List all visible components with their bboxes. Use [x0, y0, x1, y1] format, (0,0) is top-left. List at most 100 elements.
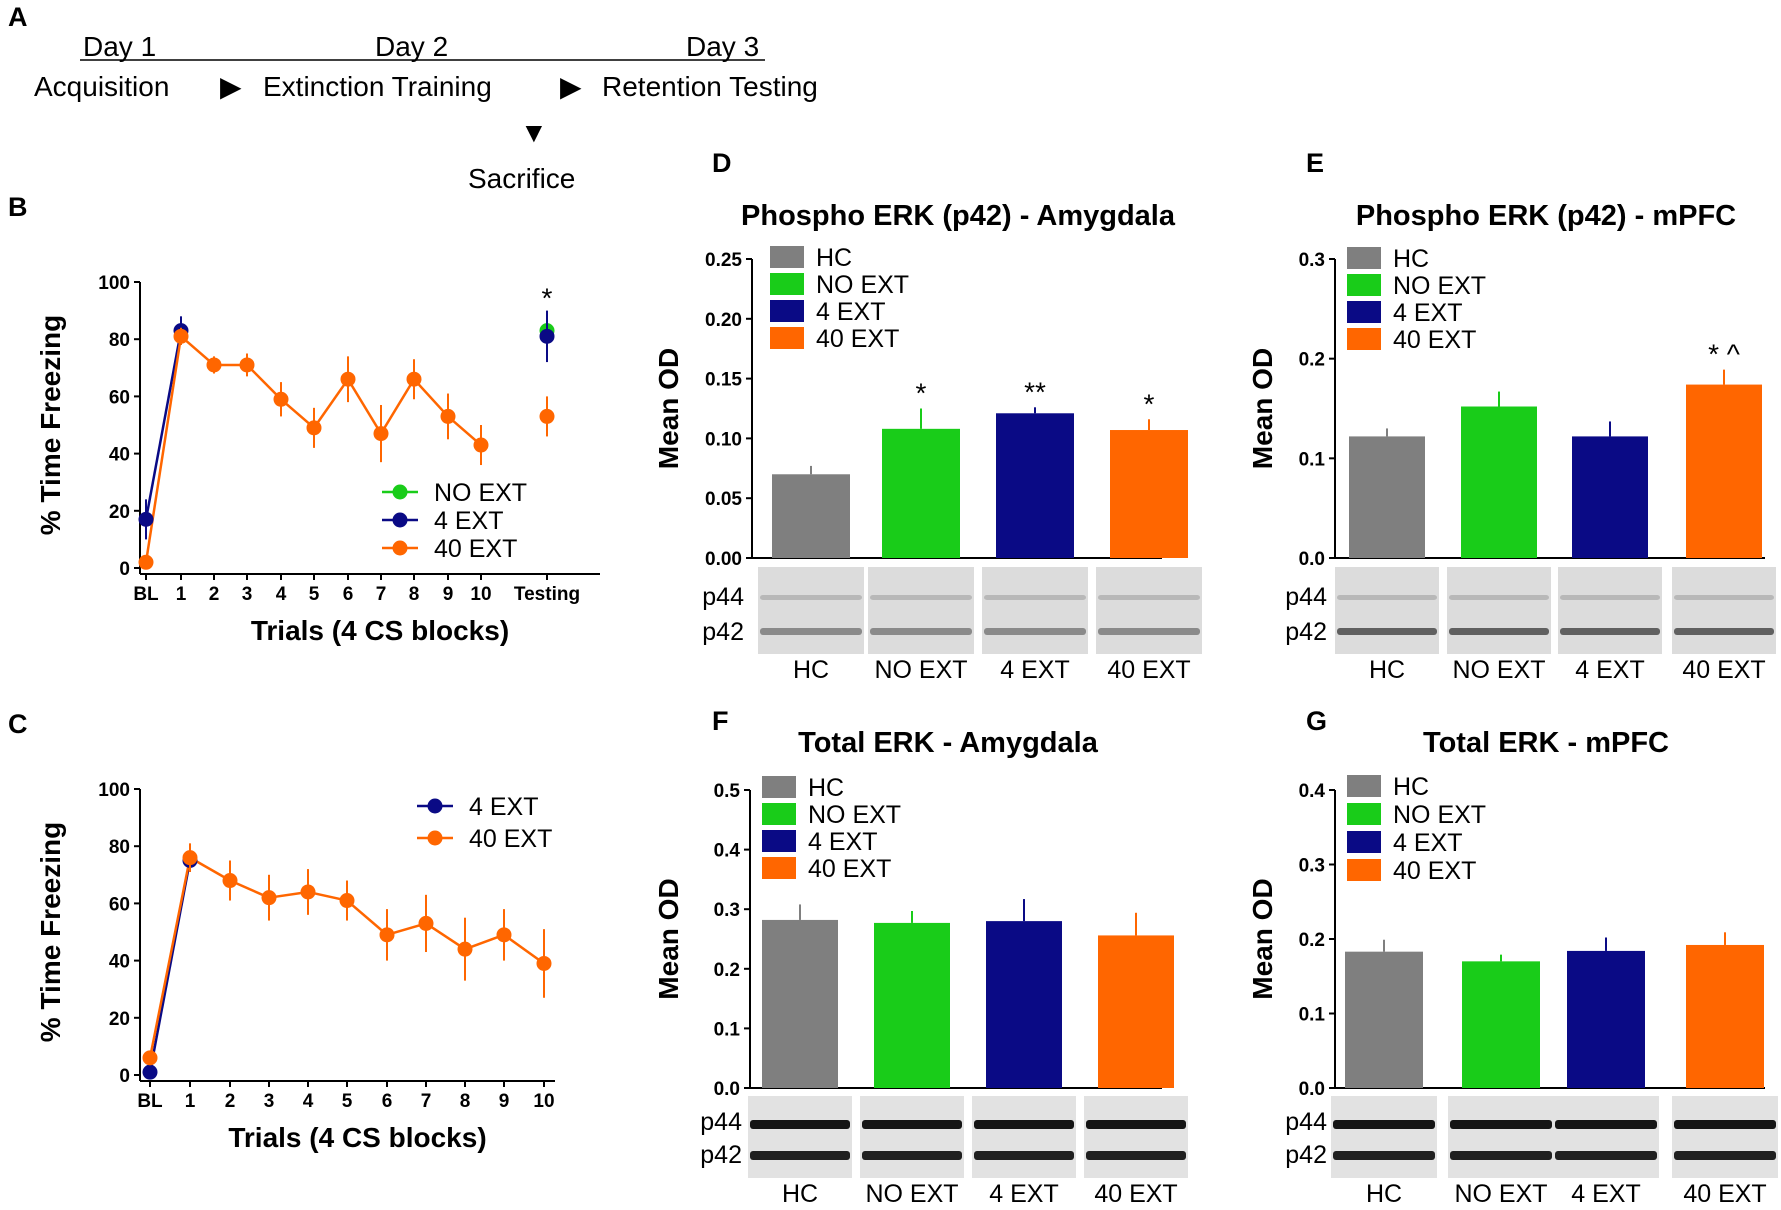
data-point-40-ext: [473, 437, 489, 453]
legend-marker: [392, 540, 408, 556]
blot-lane: [1096, 567, 1202, 654]
data-point-40-ext: [142, 1050, 158, 1066]
bar-4-ext: [996, 413, 1074, 558]
blot-band-p42: [974, 1151, 1074, 1160]
blot-band-p42: [1337, 628, 1437, 635]
data-point-4-ext: [142, 1064, 158, 1080]
data-point-40-ext: [138, 554, 154, 570]
category-label: 4 EXT: [1571, 1180, 1640, 1208]
legend-swatch: [762, 776, 796, 798]
legend-swatch: [770, 327, 804, 349]
chart-title: Total ERK - mPFC: [1423, 727, 1669, 759]
legend-swatch: [762, 830, 796, 852]
y-tick-label: 0.2: [1299, 350, 1325, 371]
series-line-40-ext: [346, 899, 388, 936]
y-tick-label: 0.0: [1299, 1079, 1325, 1100]
blot-band-p42: [1674, 628, 1774, 635]
timeline-step-retention: Retention Testing: [602, 71, 818, 102]
blot-band-p44: [1450, 1120, 1552, 1129]
y-tick-label: 0.0: [1299, 549, 1325, 570]
legend-label: 4 EXT: [816, 298, 885, 326]
data-point-40-ext: [418, 915, 434, 931]
blot-band-p44: [750, 1120, 850, 1129]
category-label: NO EXT: [865, 1180, 958, 1208]
blot-band-p42: [1333, 1151, 1435, 1160]
blot-lane: [1335, 567, 1439, 654]
blot-label-p42: p42: [1285, 1141, 1327, 1169]
chart-f: Total ERK - Amygdala 0.0 0.1 0.2 0.3 0.4 0.5 Me…: [653, 727, 1188, 1208]
legend-label: NO EXT: [1393, 272, 1486, 300]
chart-title: Phospho ERK (p42) - mPFC: [1356, 200, 1736, 232]
legend-label: HC: [1393, 773, 1429, 801]
y-tick-label: 0.1: [1299, 449, 1326, 470]
y-axis-label: Mean OD: [1247, 348, 1278, 469]
blot-band-p42: [1674, 1151, 1776, 1160]
legend-marker: [427, 798, 443, 814]
data-point-40-ext: [340, 371, 356, 387]
panel-label-c: C: [8, 709, 28, 739]
y-axis-label: Mean OD: [1247, 878, 1278, 999]
panel-label-g: G: [1306, 706, 1327, 736]
blot-background: [868, 567, 974, 654]
legend-swatch: [762, 857, 796, 879]
legend-label: 4 EXT: [1393, 829, 1462, 857]
timeline-arrow-icon: ▶: [220, 71, 242, 102]
y-tick-label: 0.2: [1299, 930, 1325, 951]
significance-marker: * ^: [1708, 339, 1740, 370]
data-point-40-ext: [300, 884, 316, 900]
legend-marker: [392, 512, 408, 528]
timeline-arrow-icon: ▶: [560, 71, 582, 102]
legend-swatch: [1347, 247, 1381, 269]
y-tick-label: 40: [109, 952, 130, 973]
x-tick-label: 1: [176, 584, 187, 605]
blot-lane: [1672, 1096, 1778, 1178]
blot-lane: [982, 567, 1088, 654]
y-tick-label: 0.5: [714, 781, 741, 802]
blot-band-p42: [1560, 628, 1660, 635]
category-label: NO EXT: [874, 656, 967, 684]
y-tick-label: 20: [109, 1009, 130, 1030]
panel-a: A Day 1 Day 2 Day 3 Acquisition ▶ Extinc…: [8, 2, 818, 194]
series-line-40-ext: [379, 378, 416, 435]
series-line-40-ext: [503, 933, 545, 965]
blot-background: [1672, 1096, 1778, 1178]
bar-no-ext: [874, 922, 950, 1088]
legend-label: HC: [816, 244, 852, 272]
blot-lane: [1084, 1096, 1188, 1178]
y-tick-label: 100: [98, 780, 130, 801]
data-point-40-ext: [536, 955, 552, 971]
legend-label: 40 EXT: [816, 325, 899, 353]
legend-label: 40 EXT: [434, 535, 517, 563]
chart-title: Phospho ERK (p42) - Amygdala: [741, 200, 1176, 232]
chart-c: 0 20 40 60 80 100 BL 1 2 3 4 5 6 7 8 9 10 Trials (4 CS bl…: [35, 780, 555, 1153]
legend-label: 40 EXT: [469, 825, 552, 853]
legend-swatch: [770, 246, 804, 268]
category-label: 4 EXT: [1575, 656, 1644, 684]
blot-lane: [748, 1096, 852, 1178]
bar-hc: [1345, 951, 1423, 1088]
y-tick-label: 60: [109, 894, 130, 915]
data-point-40-ext: [457, 941, 473, 957]
x-tick-label: 3: [264, 1091, 275, 1112]
series-line-40-ext: [312, 378, 350, 429]
blot-label-p44: p44: [700, 1108, 742, 1136]
bar-4-ext: [986, 921, 1062, 1088]
blot-label-p42: p42: [1285, 618, 1327, 646]
y-tick-label: 0.00: [705, 549, 742, 570]
blot-background: [972, 1096, 1076, 1178]
blot-lane: [1447, 567, 1551, 654]
legend-label: 40 EXT: [1393, 326, 1476, 354]
blot-background: [982, 567, 1088, 654]
category-label: HC: [1366, 1180, 1402, 1208]
blot-background: [1084, 1096, 1188, 1178]
blot-label-p44: p44: [1285, 1108, 1327, 1136]
y-tick-label: 0.1: [714, 1019, 741, 1040]
legend-swatch: [1347, 831, 1381, 853]
data-point-40-ext: [273, 391, 289, 407]
legend-swatch: [1347, 775, 1381, 797]
y-tick-label: 0.2: [714, 960, 740, 981]
sacrifice-arrow-icon: ▼: [520, 117, 548, 148]
x-tick-label: 7: [421, 1091, 432, 1112]
blot-label-p42: p42: [702, 618, 744, 646]
bar-hc: [762, 919, 838, 1088]
